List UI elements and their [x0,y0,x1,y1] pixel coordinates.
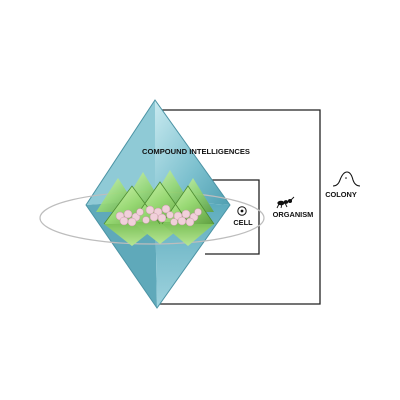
cell-label: CELL [233,218,253,227]
organism-ant-icon [276,196,295,209]
compound-intelligences-label: COMPOUND INTELLIGENCES [142,147,250,156]
colony-bracket [157,109,321,305]
colony-label: COLONY [325,190,357,199]
colony-mound-icon [332,171,361,187]
cell-icon [237,206,247,216]
organism-pyramid-cluster [96,170,215,246]
organism-label: ORGANISM [273,210,314,219]
pink-cells [115,204,202,227]
organism-bracket [205,179,260,255]
